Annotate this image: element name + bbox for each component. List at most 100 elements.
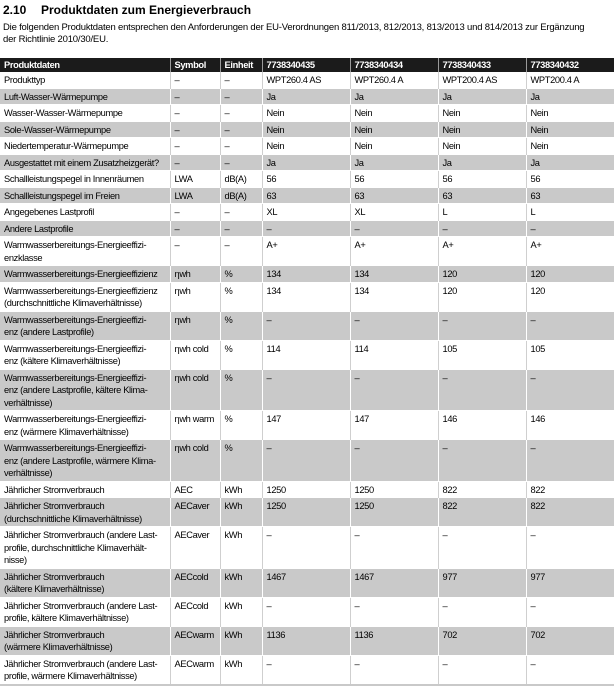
value-cell-3: Ja (437, 153, 526, 171)
unit-cell: – (219, 153, 262, 171)
value-cell-3: Ja (437, 87, 526, 105)
symbol-cell: – (169, 72, 220, 88)
product-attribute-label: Ausgestattet mit einem Zusatzheizgerät? (0, 153, 170, 171)
value-cell-2: 63 (349, 186, 438, 204)
product-attribute-label: Jährlicher Stromverbrauch (kältere Klima… (0, 567, 170, 598)
value-cell-1: 1250 (261, 497, 350, 527)
table-row: Warmwasserbereitungs-Energieeffizienz (d… (0, 282, 614, 311)
product-attribute-label: Niedertemperatur-Wärmepumpe (4, 141, 129, 151)
unit-cell: % (219, 410, 262, 440)
symbol-cell: ηwh (169, 265, 220, 283)
column-header-article-4: 7738340432 (525, 58, 614, 72)
value-cell-4: Ja (525, 87, 614, 105)
unit-cell: kWh (219, 597, 262, 626)
value-cell-1: – (261, 368, 350, 411)
value-cell-2: XL (349, 203, 438, 220)
column-header-article-1: 7738340435 (261, 58, 350, 72)
value-cell-3: – (437, 310, 526, 341)
value-cell-3: 822 (437, 481, 526, 498)
value-cell-4: 120 (525, 265, 614, 283)
value-cell-4: L (525, 203, 614, 220)
value-cell-1: XL (261, 203, 350, 220)
symbol-cell: ηwh cold (169, 368, 220, 411)
symbol-cell: – (169, 153, 220, 171)
value-cell-1: – (261, 439, 350, 482)
value-cell-2: 1136 (349, 625, 438, 656)
unit-cell: – (219, 120, 262, 138)
unit-cell: – (219, 219, 262, 237)
value-cell-1: – (261, 597, 350, 626)
value-cell-4: 146 (525, 410, 614, 440)
value-cell-4: Ja (525, 153, 614, 171)
value-cell-4: – (525, 526, 614, 568)
value-cell-1: – (261, 655, 350, 685)
table-row: Jährlicher Stromverbrauch (kältere Klima… (0, 567, 614, 598)
unit-cell: dB(A) (219, 186, 262, 204)
table-row: Sole-Wasser-Wärmepumpe – – Nein Nein Nein Nein (0, 120, 614, 138)
table-row: Schallleistungspegel im Freien LWA dB(A) 63… (0, 186, 614, 204)
product-attribute-label: Angegebenes Lastprofil (4, 207, 94, 217)
product-attribute-label: Wasser-Wasser-Wärmepumpe (4, 108, 123, 118)
value-cell-1: 1467 (261, 567, 350, 598)
value-cell-2: 114 (349, 340, 438, 369)
value-cell-3: 702 (437, 625, 526, 656)
value-cell-3: A+ (437, 236, 526, 266)
value-cell-2: 1250 (349, 481, 438, 498)
symbol-cell: LWA (169, 170, 220, 187)
value-cell-2: Nein (349, 104, 438, 121)
product-attribute-label: Jährlicher Stromverbrauch (durchschnittl… (0, 497, 170, 527)
value-cell-1: 147 (261, 410, 350, 440)
value-cell-3: L (437, 203, 526, 220)
value-cell-2: A+ (349, 236, 438, 266)
value-cell-1: Ja (261, 153, 350, 171)
table-body: Produkttyp – – WPT260.4 AS WPT260.4 A WPT200.… (0, 72, 614, 685)
unit-cell: kWh (219, 497, 262, 527)
value-cell-3: – (437, 655, 526, 685)
value-cell-2: – (349, 655, 438, 685)
value-cell-2: Ja (349, 87, 438, 105)
unit-cell: kWh (219, 481, 262, 498)
value-cell-2: – (349, 526, 438, 568)
value-cell-3: 56 (437, 170, 526, 187)
column-header-einheit: Einheit (219, 58, 262, 72)
symbol-cell: ηwh (169, 310, 220, 341)
value-cell-4: Nein (525, 104, 614, 121)
value-cell-1: A+ (261, 236, 350, 266)
symbol-cell: LWA (169, 186, 220, 204)
value-cell-2: – (349, 597, 438, 626)
value-cell-1: 56 (261, 170, 350, 187)
product-attribute-label: Warmwasserbereitungs-Energieeffizienz (d… (4, 285, 158, 309)
value-cell-4: – (525, 310, 614, 341)
table-row: Jährlicher Stromverbrauch (durchschnittl… (0, 497, 614, 527)
symbol-cell: – (169, 203, 220, 220)
column-header-article-2: 7738340434 (349, 58, 438, 72)
column-header-produktdaten: Produktdaten (0, 58, 170, 72)
value-cell-4: 822 (525, 497, 614, 527)
symbol-cell: AECwarm (169, 655, 220, 685)
unit-cell: kWh (219, 526, 262, 568)
table-header-row: Produktdaten Symbol Einheit 7738340435 7… (0, 58, 614, 72)
table-row: Jährlicher Stromverbrauch AEC kWh 1250 1250 8… (0, 481, 614, 498)
value-cell-3: – (437, 219, 526, 237)
value-cell-1: 1136 (261, 625, 350, 656)
value-cell-1: WPT260.4 AS (261, 72, 350, 88)
value-cell-2: 134 (349, 265, 438, 283)
product-attribute-label: Luft-Wasser-Wärmepumpe (0, 87, 170, 105)
unit-cell: – (219, 87, 262, 105)
value-cell-2: Ja (349, 153, 438, 171)
symbol-cell: AECaver (169, 526, 220, 568)
value-cell-3: Nein (437, 120, 526, 138)
product-attribute-label: Sole-Wasser-Wärmepumpe (0, 120, 170, 138)
value-cell-4: 702 (525, 625, 614, 656)
product-data-table: Produktdaten Symbol Einheit 7738340435 7… (0, 58, 614, 686)
table-row: Warmwasserbereitungs-Energieeffizi- enzk… (0, 236, 614, 266)
product-attribute-label: Warmwasserbereitungs-Energieeffizi- enz … (4, 414, 147, 437)
symbol-cell: AECwarm (169, 625, 220, 656)
symbol-cell: AEC (169, 481, 220, 498)
column-header-article-3: 7738340433 (437, 58, 526, 72)
table-row: Warmwasserbereitungs-Energieeffizi- enz … (0, 310, 614, 341)
value-cell-1: Ja (261, 87, 350, 105)
product-attribute-label: Jährlicher Stromverbrauch (andere Last- … (4, 658, 158, 682)
value-cell-3: 63 (437, 186, 526, 204)
value-cell-3: – (437, 368, 526, 411)
